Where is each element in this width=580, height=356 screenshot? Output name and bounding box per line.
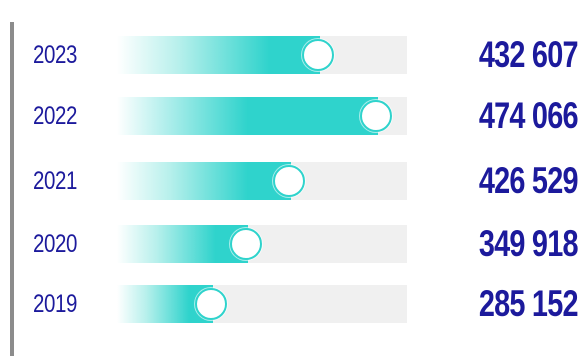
value-label: 426 529 [479, 160, 579, 201]
bar-row-2021: 2021 426 529 [0, 161, 580, 201]
bar-fill [117, 97, 378, 135]
bar-knob [195, 288, 227, 320]
category-label: 2020 [33, 230, 77, 258]
category-label: 2021 [33, 167, 77, 195]
bar-knob [273, 165, 305, 197]
bar-row-2022: 2022 474 066 [0, 96, 580, 136]
value-label: 349 918 [479, 223, 579, 264]
category-label: 2019 [33, 290, 77, 318]
category-label: 2022 [33, 102, 77, 130]
bar-track [117, 225, 407, 263]
bar-track [117, 285, 407, 323]
bar-row-2023: 2023 432 607 [0, 35, 580, 75]
bar-track [117, 36, 407, 74]
bar-track [117, 162, 407, 200]
bar-knob [360, 100, 392, 132]
value-label: 432 607 [479, 34, 579, 75]
bar-fill [117, 36, 320, 74]
bar-knob [230, 228, 262, 260]
category-label: 2023 [33, 41, 77, 69]
bar-fill [117, 225, 248, 263]
bar-fill [117, 162, 291, 200]
value-label: 474 066 [479, 95, 579, 136]
bar-row-2020: 2020 349 918 [0, 224, 580, 264]
bar-row-2019: 2019 285 152 [0, 284, 580, 324]
bar-knob [302, 39, 334, 71]
axis-line [10, 22, 14, 356]
bar-track [117, 97, 407, 135]
value-label: 285 152 [479, 283, 579, 324]
